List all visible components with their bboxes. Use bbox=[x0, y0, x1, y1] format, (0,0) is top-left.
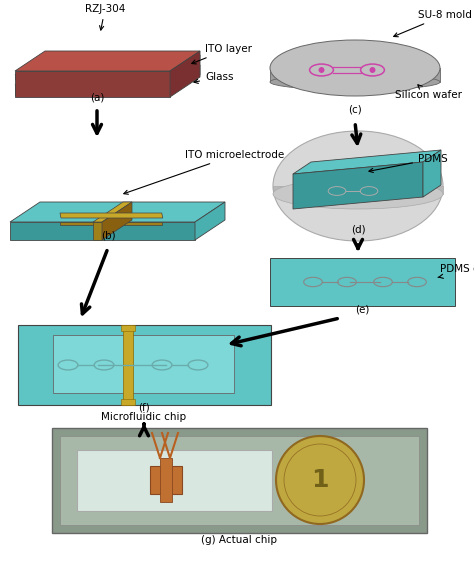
Circle shape bbox=[276, 436, 364, 524]
Bar bbox=[273, 186, 443, 194]
Bar bbox=[121, 399, 135, 405]
Text: ITO microelectrode: ITO microelectrode bbox=[124, 150, 284, 194]
Ellipse shape bbox=[270, 74, 440, 90]
Polygon shape bbox=[15, 75, 170, 79]
Text: PDMS channel: PDMS channel bbox=[438, 264, 474, 278]
Circle shape bbox=[319, 67, 325, 73]
Text: Glass: Glass bbox=[194, 72, 234, 83]
Bar bbox=[121, 325, 135, 331]
Text: (g) Actual chip: (g) Actual chip bbox=[201, 535, 277, 545]
Polygon shape bbox=[195, 202, 225, 240]
Polygon shape bbox=[15, 85, 170, 95]
Ellipse shape bbox=[270, 40, 440, 96]
Text: (a): (a) bbox=[90, 92, 104, 102]
Ellipse shape bbox=[273, 131, 443, 241]
Bar bbox=[77, 450, 272, 511]
Text: Microfluidic chip: Microfluidic chip bbox=[101, 412, 187, 422]
Ellipse shape bbox=[273, 179, 443, 209]
Bar bbox=[60, 436, 419, 525]
Polygon shape bbox=[93, 202, 132, 222]
Bar bbox=[52, 428, 427, 533]
Bar bbox=[160, 458, 172, 502]
Polygon shape bbox=[293, 150, 441, 174]
Polygon shape bbox=[423, 150, 441, 197]
Bar bbox=[18, 325, 271, 405]
Polygon shape bbox=[170, 55, 200, 79]
Text: ITO layer: ITO layer bbox=[192, 44, 252, 64]
Bar bbox=[150, 466, 182, 494]
Text: (c): (c) bbox=[348, 104, 362, 114]
Polygon shape bbox=[15, 55, 200, 75]
Polygon shape bbox=[15, 71, 170, 97]
Polygon shape bbox=[60, 222, 162, 225]
Text: SU-8 mold: SU-8 mold bbox=[394, 10, 472, 37]
Circle shape bbox=[370, 67, 375, 73]
Polygon shape bbox=[93, 222, 102, 240]
Bar bbox=[123, 325, 133, 405]
Polygon shape bbox=[170, 51, 200, 97]
Bar bbox=[270, 68, 440, 82]
Text: (e): (e) bbox=[355, 305, 369, 315]
Bar bbox=[53, 335, 234, 393]
Polygon shape bbox=[10, 202, 225, 222]
Polygon shape bbox=[15, 65, 200, 85]
Bar bbox=[270, 258, 455, 306]
Text: (b): (b) bbox=[100, 230, 115, 240]
Polygon shape bbox=[10, 222, 195, 240]
Text: (d): (d) bbox=[351, 224, 365, 234]
Text: PDMS: PDMS bbox=[369, 154, 448, 172]
Text: 1: 1 bbox=[311, 468, 329, 492]
Polygon shape bbox=[60, 213, 163, 218]
Text: RZJ-304: RZJ-304 bbox=[85, 4, 125, 30]
Polygon shape bbox=[293, 162, 423, 209]
Polygon shape bbox=[170, 65, 200, 95]
Text: Silicon wafer: Silicon wafer bbox=[395, 85, 462, 100]
Polygon shape bbox=[102, 202, 132, 240]
Polygon shape bbox=[15, 51, 200, 71]
Text: (f): (f) bbox=[138, 402, 150, 412]
